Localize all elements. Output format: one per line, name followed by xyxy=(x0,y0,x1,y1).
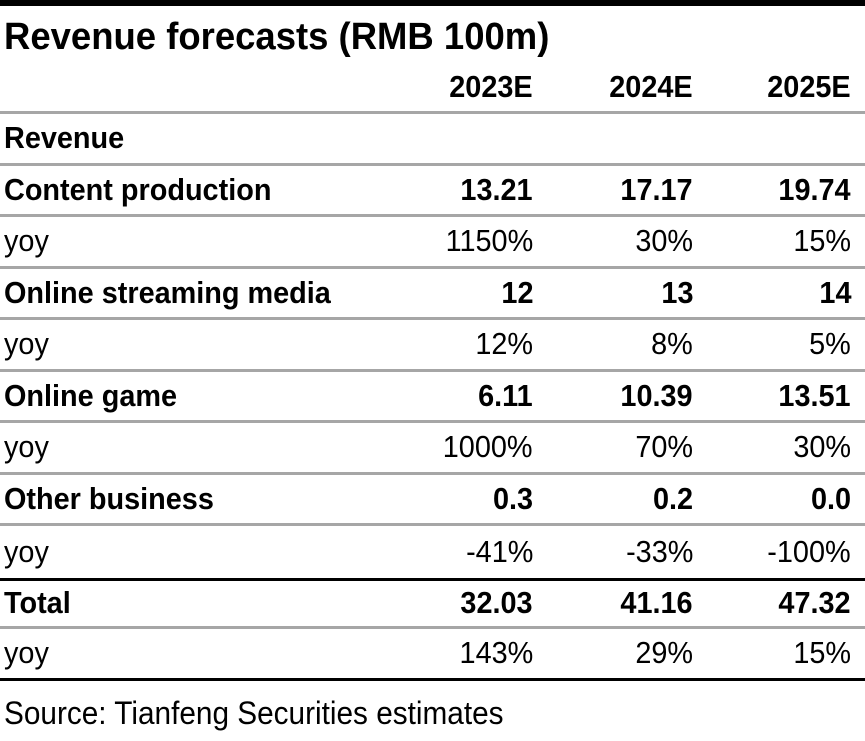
header-row: 2023E 2024E 2025E xyxy=(0,62,865,114)
table-row: yoy -41% -33% -100% xyxy=(0,526,865,578)
value-cell-2025e: 15% xyxy=(793,635,851,671)
value-cell-2023e: -41% xyxy=(465,533,533,569)
table-row: yoy 143% 29% 15% xyxy=(0,629,865,681)
value-cell-2023e: 0.3 xyxy=(492,480,533,516)
value-cell-2024e: 29% xyxy=(635,635,693,671)
section-row-revenue: Revenue xyxy=(0,114,865,166)
value-cell-2025e: 47.32 xyxy=(778,585,851,621)
table-row: Online streaming media 12 13 14 xyxy=(0,269,865,320)
value-cell-2023e: 1150% xyxy=(445,223,533,259)
top-rule xyxy=(0,0,865,6)
row-label: Total xyxy=(4,585,71,621)
value-cell-2024e: 70% xyxy=(635,429,693,465)
row-label: yoy xyxy=(4,326,49,362)
table-row: Total 32.03 41.16 47.32 xyxy=(0,577,865,629)
column-header-2024e: 2024E xyxy=(609,68,693,104)
row-label: Other business xyxy=(4,480,214,516)
row-label: yoy xyxy=(4,429,49,465)
row-label: yoy xyxy=(4,533,49,569)
value-cell-2025e: 0.0 xyxy=(810,480,851,516)
table-body: Content production 13.21 17.17 19.74 yoy 1150… xyxy=(0,166,865,681)
table-row: Other business 0.3 0.2 0.0 xyxy=(0,475,865,526)
value-cell-2025e: 15% xyxy=(793,223,851,259)
column-header-2023e: 2023E xyxy=(449,68,533,104)
value-cell-2023e: 12 xyxy=(500,274,533,310)
source-note: Source: Tianfeng Securities estimates xyxy=(4,695,504,731)
value-cell-2023e: 143% xyxy=(459,635,533,671)
value-cell-2024e: 30% xyxy=(635,223,693,259)
value-cell-2024e: 13 xyxy=(660,274,693,310)
value-cell-2023e: 32.03 xyxy=(460,585,533,621)
value-cell-2024e: 41.16 xyxy=(620,585,693,621)
section-label: Revenue xyxy=(4,120,125,156)
value-cell-2025e: 5% xyxy=(809,326,851,362)
value-cell-2025e: -100% xyxy=(767,533,851,569)
value-cell-2023e: 12% xyxy=(475,326,533,362)
table-row: Online game 6.11 10.39 13.51 xyxy=(0,372,865,423)
table-title: Revenue forecasts (RMB 100m) xyxy=(4,16,550,58)
column-header-2025e: 2025E xyxy=(767,68,851,104)
table-row: yoy 12% 8% 5% xyxy=(0,320,865,372)
value-cell-2023e: 1000% xyxy=(443,429,533,465)
value-cell-2024e: 0.2 xyxy=(652,480,693,516)
value-cell-2024e: 17.17 xyxy=(620,171,693,207)
revenue-table: 2023E 2024E 2025E Revenue Content produc… xyxy=(0,62,865,681)
value-cell-2024e: -33% xyxy=(625,533,693,569)
table-row: Content production 13.21 17.17 19.74 xyxy=(0,166,865,217)
row-label: Online game xyxy=(4,377,178,413)
row-label: yoy xyxy=(4,223,49,259)
row-label: yoy xyxy=(4,635,49,671)
table-row: yoy 1000% 70% 30% xyxy=(0,423,865,475)
value-cell-2023e: 13.21 xyxy=(460,171,533,207)
value-cell-2024e: 10.39 xyxy=(620,377,693,413)
row-label: Content production xyxy=(4,171,272,207)
value-cell-2025e: 30% xyxy=(793,429,851,465)
value-cell-2025e: 14 xyxy=(818,274,851,310)
value-cell-2024e: 8% xyxy=(651,326,693,362)
row-label: Online streaming media xyxy=(4,274,331,310)
value-cell-2025e: 13.51 xyxy=(778,377,851,413)
value-cell-2025e: 19.74 xyxy=(778,171,851,207)
value-cell-2023e: 6.11 xyxy=(478,377,533,413)
table-row: yoy 1150% 30% 15% xyxy=(0,217,865,269)
